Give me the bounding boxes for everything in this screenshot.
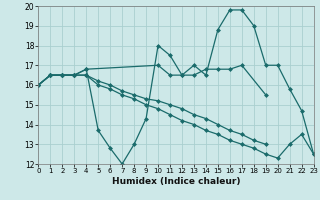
X-axis label: Humidex (Indice chaleur): Humidex (Indice chaleur): [112, 177, 240, 186]
